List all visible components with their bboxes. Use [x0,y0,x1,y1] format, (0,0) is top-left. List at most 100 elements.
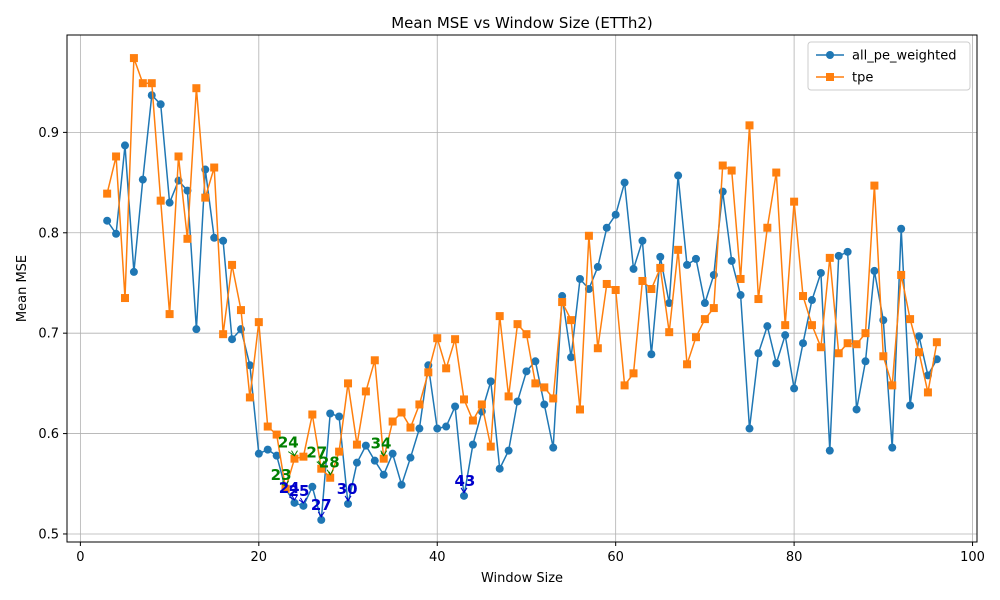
annotation-arrowhead [344,495,352,502]
data-point [816,268,825,277]
annotation-arrowhead [317,511,325,518]
data-point [112,152,121,161]
annotation: 34 [371,435,392,457]
data-point [308,482,317,491]
data-point [691,333,700,342]
data-point [361,387,370,396]
data-point [174,152,183,161]
data-point [138,175,147,184]
data-point [344,499,353,508]
data-point [611,210,620,219]
data-point [460,491,469,500]
data-point [352,440,361,449]
data-point [370,356,379,365]
data-point [772,359,781,368]
data-point [477,400,486,409]
data-point [531,379,540,388]
data-point [638,276,647,285]
data-point [406,453,415,462]
data-point [272,451,281,460]
data-point [254,449,263,458]
data-point [219,236,228,245]
annotation-arrowhead [291,450,298,457]
data-point [575,274,584,283]
data-point [834,251,843,260]
data-point [727,166,736,175]
data-point [326,473,335,482]
data-point [656,252,665,261]
data-point [897,224,906,233]
data-point [352,458,361,467]
data-point [156,196,165,205]
data-point [344,379,353,388]
annotation-label: 34 [371,435,392,453]
data-point [915,332,924,341]
data-point [683,360,692,369]
data-point [460,395,469,404]
annotation: 27 [311,496,332,518]
data-point [112,229,121,238]
data-point [540,400,549,409]
data-point [486,377,495,386]
annotation-label: 23 [271,466,292,484]
grid-lines [67,35,977,542]
data-point [513,320,522,329]
data-point [129,267,138,276]
data-point [807,296,816,305]
data-point [317,464,326,473]
data-point [602,223,611,232]
data-point [843,247,852,256]
chart-title: Mean MSE vs Window Size (ETTh2) [391,14,653,32]
annotation-arrowhead [282,480,290,487]
data-point [210,233,219,242]
legend-marker [826,73,834,81]
data-point [691,254,700,263]
annotation-label: 24 [278,434,299,452]
data-point [665,299,674,308]
data-point [736,274,745,283]
annotation: 24 [278,434,299,457]
data-point [415,424,424,433]
data-point [816,343,825,352]
data-point [575,405,584,414]
data-point [129,54,138,63]
annotation: 24 [279,479,300,501]
data-point [915,348,924,357]
data-point [147,91,156,100]
x-tick-label: 60 [607,550,624,565]
data-point [843,339,852,348]
data-point [326,409,335,418]
data-point [451,335,460,344]
annotation-label: 28 [319,454,340,472]
series-line-tpe [106,57,938,490]
y-tick-label: 0.7 [38,327,59,342]
data-point [263,422,272,431]
data-point [388,449,397,458]
data-point [745,424,754,433]
data-point [629,369,638,378]
data-point [522,367,531,376]
data-point [674,171,683,180]
x-tick-label: 100 [960,550,985,565]
data-point [674,245,683,254]
annotation: 25 [289,482,309,504]
data-point [495,312,504,321]
annotation: 28 [319,454,340,476]
data-point [736,291,745,300]
data-point [370,456,379,465]
data-point [531,357,540,366]
data-point [923,388,932,397]
data-point [852,405,861,414]
data-point [772,168,781,177]
data-point [558,292,567,301]
legend-marker [826,51,834,59]
data-point [852,340,861,349]
data-point [647,285,656,294]
data-point [486,442,495,451]
data-point [932,338,941,347]
data-point [442,364,451,373]
data-point [754,349,763,358]
data-point [379,470,388,479]
